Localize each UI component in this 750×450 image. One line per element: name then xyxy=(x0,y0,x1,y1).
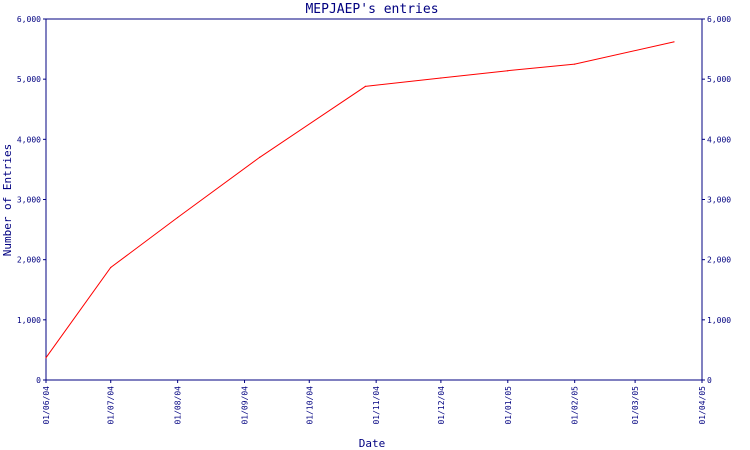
y-tick-label-left: 5,000 xyxy=(17,75,41,84)
x-tick-label: 01/01/05 xyxy=(504,386,513,425)
data-point xyxy=(259,156,261,158)
y-tick-label-right: 1,000 xyxy=(707,316,731,325)
data-point xyxy=(673,41,675,43)
y-tick-label-right: 5,000 xyxy=(707,75,731,84)
data-point xyxy=(507,70,509,72)
y-axis-title: Number of Entries xyxy=(1,144,14,257)
y-tick-label-left: 3,000 xyxy=(17,196,41,205)
series-group xyxy=(45,41,675,359)
data-point xyxy=(45,357,47,359)
x-tick-label: 01/07/04 xyxy=(107,386,116,425)
data-point xyxy=(574,63,576,65)
y-tick-label-left: 2,000 xyxy=(17,256,41,265)
x-axis-title: Date xyxy=(359,437,386,450)
x-tick-label: 01/09/04 xyxy=(241,386,250,425)
x-tick-label: 01/02/05 xyxy=(571,386,580,425)
x-axis-ticks: 01/06/04 01/07/04 01/08/04 01/09/04 01/10/04… xyxy=(42,380,707,425)
x-tick-label: 01/12/04 xyxy=(437,386,446,425)
x-tick-label: 01/11/04 xyxy=(372,386,381,425)
x-tick-label: 01/03/05 xyxy=(631,386,640,425)
x-tick-label: 01/04/05 xyxy=(698,386,707,425)
y-tick-label-left: 6,000 xyxy=(17,15,41,24)
series-line xyxy=(45,41,675,358)
y-tick-label-right: 0 xyxy=(707,376,712,385)
y-tick-label-left: 1,000 xyxy=(17,316,41,325)
x-tick-label: 01/08/04 xyxy=(174,386,183,425)
y-tick-label-right: 3,000 xyxy=(707,196,731,205)
y-tick-label-right: 2,000 xyxy=(707,256,731,265)
x-tick-label: 01/10/04 xyxy=(305,386,314,425)
y-tick-label-right: 4,000 xyxy=(707,135,731,144)
y-tick-label-right: 6,000 xyxy=(707,15,731,24)
x-tick-label: 01/06/04 xyxy=(42,386,51,425)
data-point xyxy=(177,216,179,219)
data-point xyxy=(110,266,112,269)
y-tick-label-left: 0 xyxy=(36,376,41,385)
plot-area-frame xyxy=(45,18,703,381)
y-tick-label-left: 4,000 xyxy=(17,135,41,144)
data-point xyxy=(440,77,442,79)
y-axis-ticks: 0 0 1,000 1,000 2,000 2,000 3,000 3,000 4,000 4,0… xyxy=(17,15,731,385)
chart-title: MEPJAEP's entries xyxy=(305,2,438,17)
data-point xyxy=(364,85,366,87)
